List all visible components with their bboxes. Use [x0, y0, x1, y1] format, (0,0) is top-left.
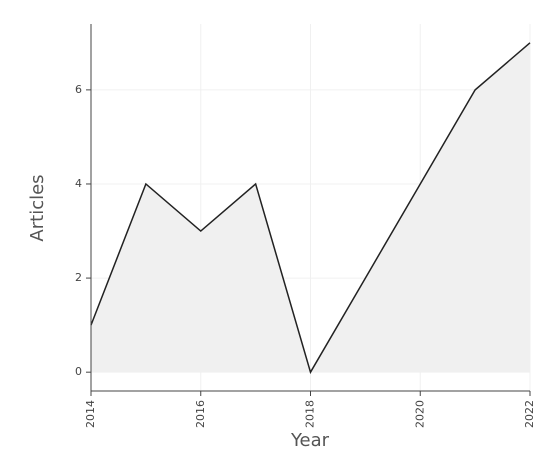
y-tick-label: 4	[75, 177, 82, 190]
line	[90, 42, 531, 375]
y-tick-label: 2	[75, 271, 82, 284]
x-tick-label: 2016	[194, 400, 207, 428]
x-axis-title: Year	[290, 430, 330, 451]
area-fill	[91, 42, 530, 373]
y-tick-label: 6	[75, 83, 82, 96]
y-axis-title: Articles	[27, 174, 48, 241]
y-tick-label: 0	[75, 365, 82, 378]
x-tick-label: 2022	[523, 400, 536, 428]
x-tick-label: 2018	[304, 400, 317, 428]
x-tick-label: 2014	[84, 400, 97, 428]
x-tick-label: 2020	[413, 400, 426, 428]
